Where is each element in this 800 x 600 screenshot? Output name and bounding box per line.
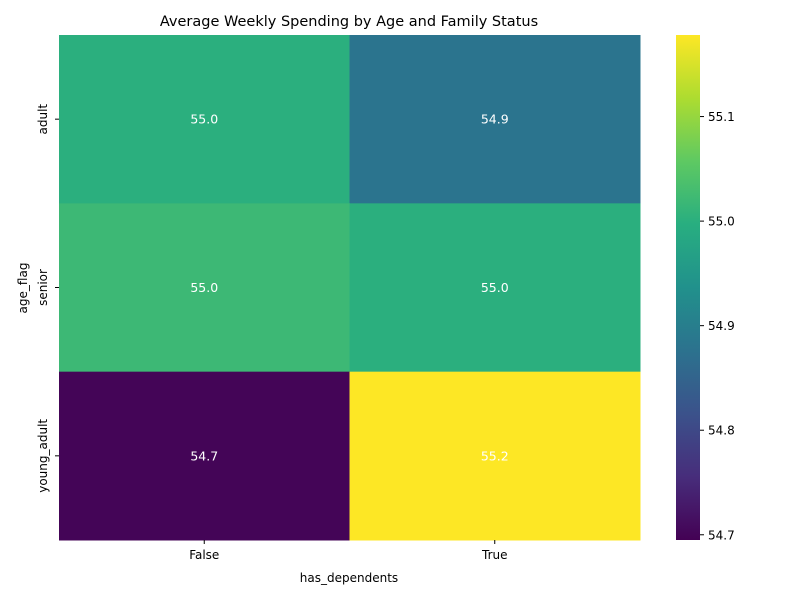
cell-annotation: 55.0 (481, 280, 509, 295)
colorbar-ticks: 54.7 54.8 54.9 55.0 55.1 (700, 110, 735, 542)
cell-annotation: 55.0 (190, 280, 218, 295)
cell-annotation: 55.0 (190, 112, 218, 127)
cell-annotation: 55.2 (481, 448, 509, 463)
heatmap-cell (349, 371, 641, 541)
y-axis-label: age_flag (16, 263, 30, 314)
cell-annotation: 54.9 (481, 112, 509, 127)
colorbar (676, 35, 700, 540)
heatmap-cell (59, 35, 350, 204)
heatmap-cells (59, 35, 641, 541)
cell-annotation: 54.7 (190, 448, 218, 463)
cell-annotations: 55.0 54.9 55.0 55.0 54.7 55.2 (190, 112, 508, 464)
heatmap-cell (59, 203, 350, 373)
colorbar-tick-label: 55.0 (708, 215, 735, 229)
x-axis-ticks: False True (189, 540, 508, 562)
y-tick-label: adult (36, 104, 50, 135)
x-axis-label: has_dependents (300, 571, 398, 585)
chart-title: Average Weekly Spending by Age and Famil… (160, 14, 538, 30)
x-tick-label: True (481, 548, 508, 562)
y-axis-ticks: adult senior young_adult (36, 104, 59, 493)
y-tick-label: senior (36, 269, 50, 306)
heatmap-cell (349, 35, 641, 204)
heatmap-cell (349, 203, 641, 373)
heatmap-cell (59, 371, 350, 541)
colorbar-tick-label: 55.1 (708, 110, 735, 124)
colorbar-tick-label: 54.7 (708, 528, 735, 542)
y-tick-label: young_adult (36, 419, 50, 493)
x-tick-label: False (189, 548, 219, 562)
colorbar-tick-label: 54.8 (708, 424, 735, 438)
colorbar-tick-label: 54.9 (708, 319, 735, 333)
